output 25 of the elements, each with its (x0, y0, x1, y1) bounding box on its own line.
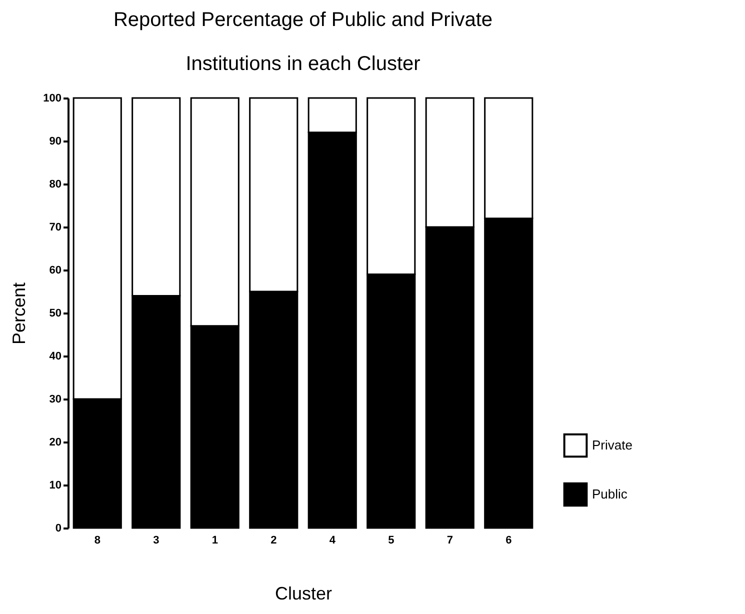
x-axis-title: Cluster (274, 584, 332, 604)
legend-label: Public (592, 486, 628, 502)
x-tick-label: 8 (94, 534, 100, 546)
text: Reported Percentage of Public and Private (113, 9, 493, 31)
x-tick-label: 2 (270, 534, 277, 546)
y-tick-label: 40 (49, 350, 62, 362)
x-tick-label: 6 (506, 534, 512, 546)
x-tick-label: 1 (212, 534, 218, 546)
x-tick-label: 5 (388, 534, 394, 546)
x-tick-label: 7 (446, 534, 453, 546)
y-tick-label: 90 (49, 136, 62, 148)
x-tick-label: 4 (329, 534, 336, 546)
y-tick-label: 70 (49, 222, 62, 234)
y-tick-label: 80 (49, 178, 62, 190)
y-tick-label: 60 (49, 264, 62, 276)
y-tick-label: 20 (49, 436, 62, 448)
y-tick-label: 50 (49, 308, 62, 320)
y-tick-label: 0 (55, 522, 62, 534)
legend-label: Private (592, 438, 632, 452)
x-tick-label: 3 (153, 534, 160, 546)
y-tick-label: 10 (49, 480, 62, 492)
y-tick-label: 30 (49, 394, 62, 406)
y-axis-title: Percent (9, 282, 30, 345)
text: Institutions in each Cluster (186, 53, 420, 75)
y-tick-label: 100 (43, 92, 62, 104)
